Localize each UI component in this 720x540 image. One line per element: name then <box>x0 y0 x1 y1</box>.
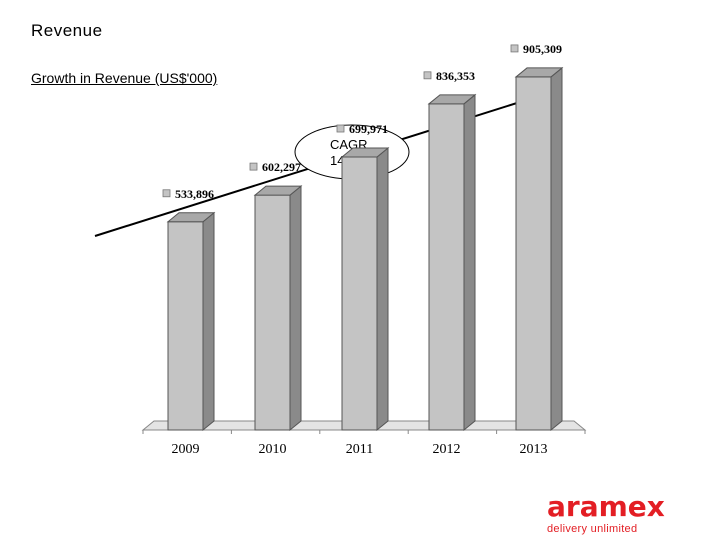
bar-side <box>463 93 476 432</box>
x-tick-label: 2012 <box>433 442 461 457</box>
bar-side <box>550 66 563 432</box>
value-label-marker <box>336 124 345 133</box>
value-label: 602,297 <box>262 160 301 174</box>
value-label: 836,353 <box>436 69 475 83</box>
logo-tagline: delivery unlimited <box>547 523 638 535</box>
value-label-marker <box>510 44 519 53</box>
chart-title: Growth in Revenue (US$'000) <box>31 70 218 86</box>
slide-title: Revenue <box>31 21 103 40</box>
bar-front <box>167 221 204 431</box>
value-label-marker <box>162 189 171 198</box>
bar-side <box>376 146 389 432</box>
bar-2011: 699,971 2011 <box>336 122 390 457</box>
bar-front <box>341 156 378 431</box>
x-tick-label: 2011 <box>346 442 373 457</box>
bar-top <box>340 147 390 158</box>
bar-top <box>166 212 216 223</box>
bar-top <box>427 94 477 105</box>
bar-2013: 905,309 2013 <box>510 42 564 457</box>
value-label: 905,309 <box>523 42 562 56</box>
x-tick-label: 2013 <box>520 442 548 457</box>
bar-front <box>428 103 465 431</box>
bar-side <box>202 211 215 432</box>
aramex-logo: aramex delivery unlimited <box>547 490 697 536</box>
bar-front <box>515 76 552 431</box>
bar-top <box>253 185 303 196</box>
value-label-marker <box>249 162 258 171</box>
value-label: 533,896 <box>175 187 214 201</box>
bar-2010: 602,297 2010 <box>249 160 303 457</box>
bar-side <box>289 185 302 432</box>
value-label-marker <box>423 71 432 80</box>
x-tick-label: 2009 <box>172 442 200 457</box>
bar-2009: 533,896 2009 <box>162 187 216 457</box>
bar-top <box>514 67 564 78</box>
x-tick-label: 2010 <box>259 442 287 457</box>
bar-2012: 836,353 2012 <box>423 69 477 457</box>
bar-front <box>254 194 291 431</box>
value-label: 699,971 <box>349 122 388 136</box>
logo-wordmark: aramex <box>547 490 665 523</box>
